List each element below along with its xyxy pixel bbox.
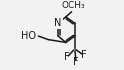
Text: HO: HO	[21, 31, 36, 41]
Text: N: N	[54, 18, 62, 28]
Text: F: F	[73, 57, 79, 67]
Text: F: F	[64, 52, 70, 62]
Text: OCH₃: OCH₃	[62, 1, 85, 11]
Text: F: F	[81, 50, 87, 60]
